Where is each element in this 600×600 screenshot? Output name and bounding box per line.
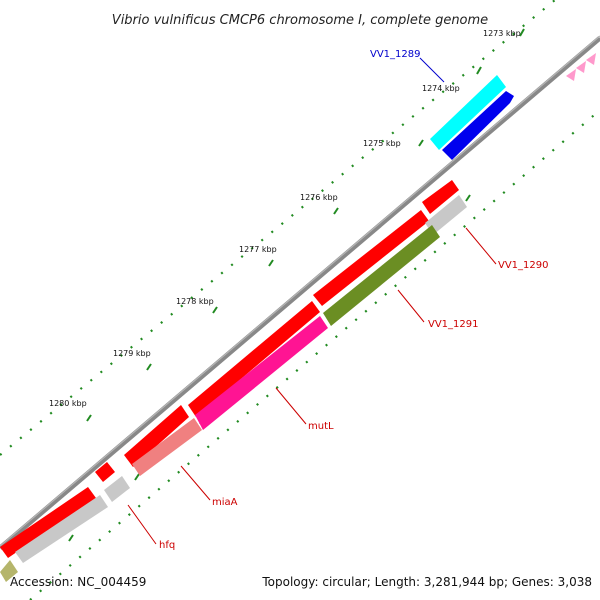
tick-label-1279: 1279 kbp (113, 349, 151, 358)
tick-label-1277: 1277 kbp (239, 245, 277, 254)
tick-mark (465, 194, 471, 202)
leader-vv1-1290 (465, 227, 497, 265)
feature-forward[interactable] (313, 210, 429, 306)
marker-arrow (576, 61, 586, 73)
tick-mark (268, 259, 274, 267)
accession-text: Accession: NC_004459 (10, 575, 146, 589)
tick-mark (333, 207, 339, 215)
tick-mark (476, 66, 482, 75)
gene-vv1-1289-upper[interactable] (430, 75, 506, 150)
gene-vv1-1289-lower[interactable] (442, 91, 514, 160)
chromosome-backbone (0, 36, 600, 550)
tick-label-1276: 1276 kbp (300, 193, 338, 202)
gene-miaa[interactable] (132, 418, 202, 476)
tick-mark (418, 139, 424, 147)
feature-reverse[interactable] (15, 495, 108, 563)
tick-mark (146, 363, 152, 371)
leader-vv1-1289 (419, 57, 445, 83)
tick-label-1275: 1275 kbp (363, 139, 401, 148)
label-mutl: mutL (308, 421, 334, 432)
genome-title: Vibrio vulnificus CMCP6 chromosome I, co… (112, 13, 488, 28)
marker-arrow (586, 53, 596, 65)
gene-hfq[interactable] (104, 476, 130, 502)
forward-strand-features (0, 180, 459, 558)
label-hfq: hfq (159, 540, 175, 551)
tick-mark (68, 534, 74, 542)
tick-label-1274: 1274 kbp (422, 84, 460, 93)
gene-vv1-1290[interactable] (425, 195, 467, 235)
reverse-strand-markers (566, 53, 596, 81)
leader-miaa (180, 465, 211, 501)
outer-ruler-dots (0, 0, 556, 456)
topology-summary: Topology: circular; Length: 3,281,944 bp… (261, 575, 592, 589)
leader-vv1-1291 (397, 289, 425, 323)
feature-forward[interactable] (0, 487, 96, 558)
gene-vv1-1291[interactable] (323, 225, 440, 326)
gene-mutl[interactable] (195, 316, 328, 430)
backbone-highlight (0, 35, 600, 547)
outer-tick-marks (86, 28, 525, 422)
feature-forward[interactable] (188, 301, 320, 417)
marker-arrow (566, 69, 576, 81)
leader-mutl (275, 387, 307, 425)
tick-label-1273: 1273 kbp (483, 29, 521, 38)
feature-forward[interactable] (124, 405, 189, 467)
feature-forward[interactable] (95, 462, 115, 482)
label-vv1-1291: VV1_1291 (428, 319, 479, 330)
tick-mark (86, 414, 92, 422)
tick-mark (134, 473, 140, 481)
tick-mark (212, 306, 218, 314)
feature-reverse-olive[interactable] (0, 560, 18, 582)
tick-mark (519, 28, 525, 37)
feature-forward[interactable] (422, 180, 459, 214)
tick-label-1280: 1280 kbp (49, 399, 87, 408)
tick-label-1278: 1278 kbp (176, 297, 214, 306)
label-vv1-1289: VV1_1289 (370, 49, 421, 60)
leader-hfq (127, 504, 157, 545)
label-vv1-1290: VV1_1290 (498, 260, 549, 271)
label-miaa: miaA (212, 497, 238, 508)
